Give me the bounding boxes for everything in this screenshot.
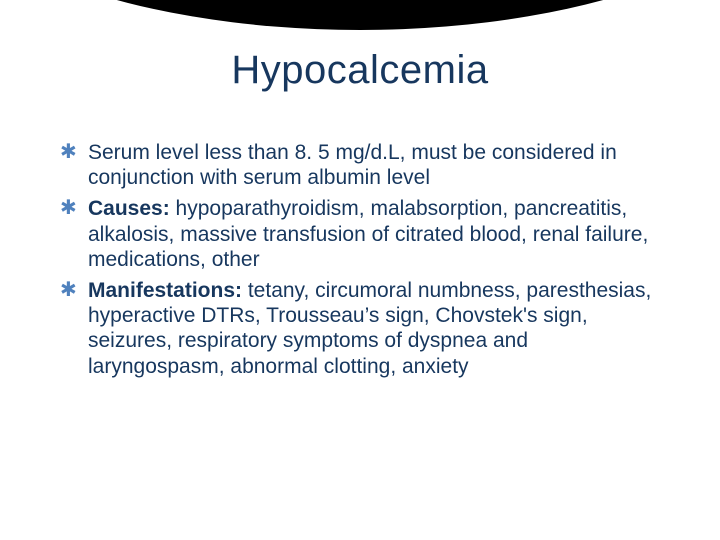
top-arc-decoration xyxy=(0,0,720,30)
slide-title: Hypocalcemia xyxy=(0,48,720,93)
bullet-marker-icon: ✱ xyxy=(60,198,77,218)
slide: Hypocalcemia ✱ Serum level less than 8. … xyxy=(0,0,720,540)
bullet-text: hypoparathyroidism, malabsorption, pancr… xyxy=(88,197,648,270)
bullet-text: Serum level less than 8. 5 mg/d.L, must … xyxy=(88,141,617,189)
bullet-marker-icon: ✱ xyxy=(60,142,77,162)
slide-content: ✱ Serum level less than 8. 5 mg/d.L, mus… xyxy=(60,140,660,385)
list-item: ✱ Causes: hypoparathyroidism, malabsorpt… xyxy=(60,196,660,272)
bullet-marker-icon: ✱ xyxy=(60,280,77,300)
bullet-lead: Causes: xyxy=(88,197,170,220)
list-item: ✱ Manifestations: tetany, circumoral num… xyxy=(60,278,660,379)
list-item: ✱ Serum level less than 8. 5 mg/d.L, mus… xyxy=(60,140,660,190)
bullet-lead: Manifestations: xyxy=(88,279,242,302)
